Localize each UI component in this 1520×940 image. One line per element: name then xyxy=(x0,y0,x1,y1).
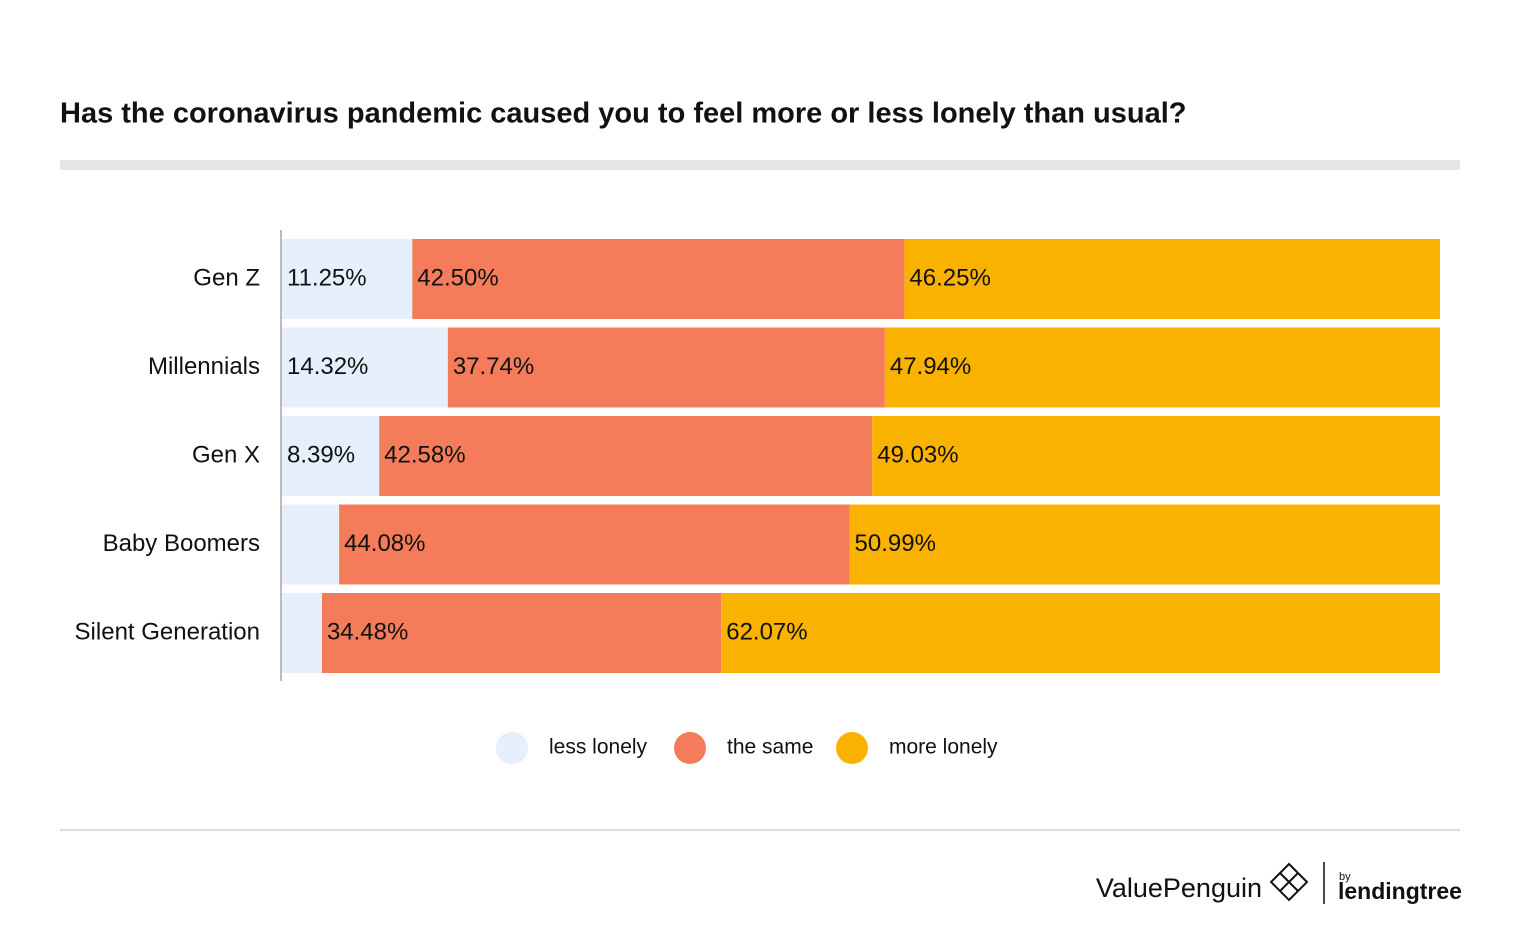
bar-segment xyxy=(412,239,905,319)
bar-segment xyxy=(721,593,1440,673)
value-label: 8.39% xyxy=(287,441,355,468)
legend-swatch xyxy=(836,732,868,764)
bar-segment xyxy=(282,239,413,319)
value-label: 11.25% xyxy=(287,264,367,291)
value-label: 62.07% xyxy=(726,618,807,645)
value-label: 34.48% xyxy=(327,618,408,645)
value-label: 42.58% xyxy=(384,441,465,468)
bar-segment xyxy=(282,416,380,496)
title-rule xyxy=(60,160,1460,170)
legend-swatch xyxy=(496,732,528,764)
bar-segment xyxy=(282,327,448,408)
legend-label: more lonely xyxy=(889,736,998,759)
bar-segment xyxy=(884,327,1440,408)
brand-logo xyxy=(1269,862,1309,902)
legend-label: less lonely xyxy=(549,736,648,759)
partner: lendingtree xyxy=(1338,878,1462,904)
value-label: 50.99% xyxy=(855,530,936,557)
bar-segment xyxy=(282,593,322,673)
bar-segment xyxy=(904,239,1440,319)
brand: ValuePenguin xyxy=(1096,873,1262,903)
bar-segment xyxy=(379,416,873,496)
value-label: 46.25% xyxy=(909,264,990,291)
bar-segment xyxy=(849,504,1440,585)
by-text: by xyxy=(1339,871,1351,883)
value-label: 47.94% xyxy=(890,353,971,380)
value-label: 42.50% xyxy=(417,264,498,291)
category-label: Baby Boomers xyxy=(103,530,260,557)
bar-segment xyxy=(339,504,850,585)
chart-title: Has the coronavirus pandemic caused you … xyxy=(60,98,1186,130)
category-label: Gen Z xyxy=(193,264,260,291)
bar-segment xyxy=(321,593,722,673)
legend-swatch xyxy=(674,732,706,764)
legend-label: the same xyxy=(727,736,813,759)
category-label: Millennials xyxy=(148,353,260,380)
bar-segment xyxy=(447,327,885,408)
value-label: 44.08% xyxy=(344,530,425,557)
bar-segment xyxy=(282,504,340,585)
bar-segment xyxy=(872,416,1440,496)
value-label: 49.03% xyxy=(877,441,958,468)
value-label: 37.74% xyxy=(453,353,534,380)
category-label: Gen X xyxy=(192,441,260,468)
category-label: Silent Generation xyxy=(75,618,260,645)
value-label: 14.32% xyxy=(287,353,368,380)
